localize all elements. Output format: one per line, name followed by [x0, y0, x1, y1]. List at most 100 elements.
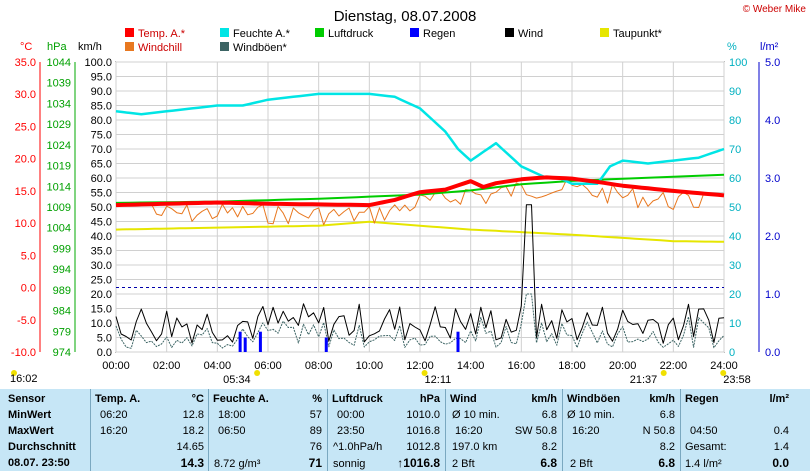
wind-tick-label: 60.0	[91, 173, 112, 185]
weather-chart: Dienstag, 08.07.2008 © Weber Mike Temp. A.…	[10, 4, 807, 386]
temp-unit: °C	[191, 393, 204, 405]
x-tick-label: 14:00	[457, 360, 485, 372]
wind-tick-label: 90.0	[91, 86, 112, 98]
rain-unit: l/m²	[769, 393, 789, 405]
gust-bft: 2 Bft	[570, 458, 593, 470]
time-marker-label: 16:02	[10, 373, 38, 385]
press-current: ↑1016.8	[397, 456, 440, 470]
gust-min: 6.8	[659, 409, 675, 421]
time-marker-label: 21:37	[630, 374, 658, 386]
sun-marker	[421, 370, 428, 376]
temp-min-time: 06:20	[100, 409, 128, 421]
x-tick-label: 08:00	[305, 360, 333, 372]
temp-max: 18.2	[182, 425, 204, 437]
temperature-line	[115, 175, 725, 208]
press-max: 1016.8	[406, 425, 440, 437]
temp-tick-label: -5.0	[17, 315, 36, 327]
col-divider	[327, 389, 328, 471]
wind-distance: 197.0 km	[452, 441, 498, 453]
wind-min-label: Ø 10 min.	[452, 409, 500, 421]
row-label-max: MaxWert	[8, 425, 54, 437]
x-tick-label: 12:00	[406, 360, 434, 372]
temp-tick-label: -10.0	[11, 347, 36, 359]
humidity-unit-label: %	[727, 41, 737, 53]
temp-tick-label: 20.0	[15, 154, 36, 166]
humidity-tick-label: 90	[729, 86, 741, 98]
hum-max: 89	[309, 425, 322, 437]
press-unit: hPa	[419, 393, 440, 405]
hum-min-time: 18:00	[218, 409, 246, 421]
humidity-tick-label: 40	[729, 231, 741, 243]
rain-max: 0.4	[773, 425, 789, 437]
wind-tick-label: 40.0	[91, 231, 112, 243]
pressure-tick-label: 979	[53, 326, 71, 338]
temp-tick-label: 25.0	[15, 121, 36, 133]
gust-avg: 8.2	[659, 441, 675, 453]
rain-tick-label: 1.0	[765, 289, 780, 301]
x-tick-label: 02:00	[153, 360, 181, 372]
temp-tick-label: 15.0	[15, 186, 36, 198]
pressure-tick-label: 974	[53, 347, 71, 359]
rain-tick-label: 3.0	[765, 173, 780, 185]
legend-label: Feuchte A.*	[233, 28, 291, 40]
sun-marker	[660, 370, 667, 376]
pressure-tick-label: 1039	[47, 78, 71, 90]
wind-tick-label: 5.0	[97, 333, 112, 345]
temp-title: Temp. A.	[95, 393, 141, 405]
time-marker-label: 05:34	[223, 374, 251, 386]
press-title: Luftdruck	[332, 393, 383, 405]
rain-bar	[243, 337, 247, 352]
wind-bft: 2 Bft	[452, 458, 475, 470]
legend-label: Luftdruck	[328, 28, 374, 40]
rain-tick-label: 5.0	[765, 57, 780, 69]
hum-max-time: 06:50	[218, 425, 246, 437]
wind-tick-label: 50.0	[91, 202, 112, 214]
wind-tick-label: 0.0	[97, 347, 112, 359]
temp-tick-label: 10.0	[15, 218, 36, 230]
pressure-tick-label: 994	[53, 264, 71, 276]
rain-today: 1.4 l/m²	[685, 458, 722, 470]
wind-tick-label: 70.0	[91, 144, 112, 156]
hum-unit: %	[312, 393, 322, 405]
x-tick-label: 10:00	[356, 360, 384, 372]
hum-current: 71	[308, 456, 322, 470]
wind-tick-label: 25.0	[91, 275, 112, 287]
legend-swatch	[505, 28, 514, 37]
wind-tick-label: 80.0	[91, 115, 112, 127]
press-avg: 1012.8	[406, 441, 440, 453]
temp-unit-label: °C	[20, 41, 32, 53]
wind-max: SW 50.8	[514, 425, 557, 437]
credit-text: © Weber Mike	[743, 4, 807, 15]
wind-tick-label: 10.0	[91, 318, 112, 330]
pressure-tick-label: 1014	[47, 181, 71, 193]
rain-bar	[456, 331, 460, 352]
press-max-time: 23:50	[337, 425, 365, 437]
pressure-tick-label: 1009	[47, 202, 71, 214]
wind-tick-label: 45.0	[91, 217, 112, 229]
temp-tick-label: 30.0	[15, 89, 36, 101]
sun-marker	[11, 370, 17, 376]
rain-tick-label: 2.0	[765, 231, 780, 243]
temp-min: 12.8	[182, 409, 204, 421]
pressure-tick-label: 1004	[47, 223, 71, 235]
col-divider	[680, 389, 681, 471]
col-divider	[562, 389, 563, 471]
wind-tick-label: 75.0	[91, 130, 112, 142]
pressure-unit-label: hPa	[47, 41, 67, 53]
rain-tick-label: 4.0	[765, 115, 780, 127]
gust-current: 6.8	[658, 456, 675, 470]
humidity-tick-label: 100	[729, 57, 747, 69]
wind-max-time: 16:20	[455, 425, 483, 437]
wind-current: 6.8	[540, 456, 557, 470]
x-tick-label: 06:00	[254, 360, 282, 372]
rain-tick-label: 0.0	[765, 347, 780, 359]
legend-swatch	[220, 42, 229, 51]
rain-current: 0.0	[772, 456, 789, 470]
rain-total-label: Gesamt:	[685, 441, 727, 453]
rain-title: Regen	[685, 393, 719, 405]
pressure-tick-label: 999	[53, 243, 71, 255]
dewpoint-line	[115, 220, 725, 243]
rain-bar	[258, 331, 262, 352]
legend-label: Regen	[423, 28, 455, 40]
pressure-tick-label: 989	[53, 285, 71, 297]
